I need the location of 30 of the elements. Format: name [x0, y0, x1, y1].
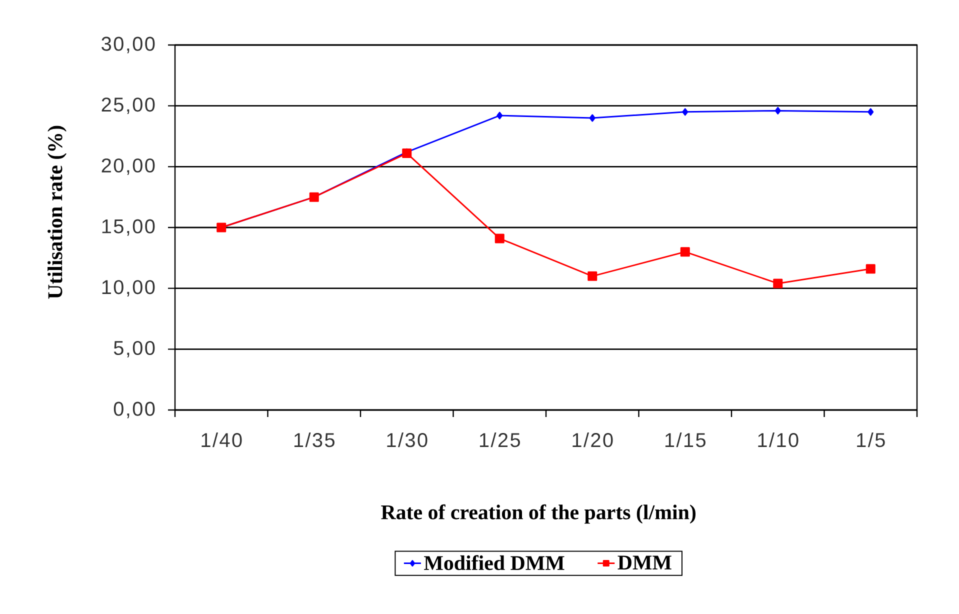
point [680, 247, 690, 257]
point [589, 114, 596, 122]
x-tick-label: 1/20 [572, 432, 613, 448]
y-tick-label: 0,00 [114, 402, 155, 418]
x-tick-label: 1/35 [294, 432, 334, 448]
y-tick-label: 30,00 [102, 36, 155, 54]
y-tick-label: 5,00 [114, 340, 155, 358]
x-tick-label: 1/15 [665, 432, 706, 448]
point [773, 278, 783, 288]
y-tick-label: 10,00 [102, 280, 155, 297]
x-tick-label: 1/5 [857, 432, 885, 448]
x-tick-label: 1/40 [202, 432, 242, 448]
point [588, 271, 598, 281]
x-tick-label: 1/30 [387, 432, 428, 448]
y-tick-label: 25,00 [102, 98, 155, 114]
point [774, 106, 781, 114]
x-tick-label: 1/25 [480, 432, 520, 448]
y-tick-label: 15,00 [102, 219, 155, 236]
point [402, 148, 412, 158]
point [494, 234, 504, 244]
point [496, 112, 503, 120]
x-tick-label: 1/10 [758, 432, 798, 448]
y-tick-label: 20,00 [102, 158, 155, 175]
point [866, 264, 876, 274]
point [868, 108, 874, 116]
y-axis-title: Utilisation rate (%) [48, 126, 67, 299]
x-axis-title: Rate of creation of the parts (l/min) [381, 504, 696, 524]
legend-label: Modified DMM [424, 555, 564, 570]
legend-label: DMM [618, 556, 672, 570]
point [682, 108, 688, 116]
